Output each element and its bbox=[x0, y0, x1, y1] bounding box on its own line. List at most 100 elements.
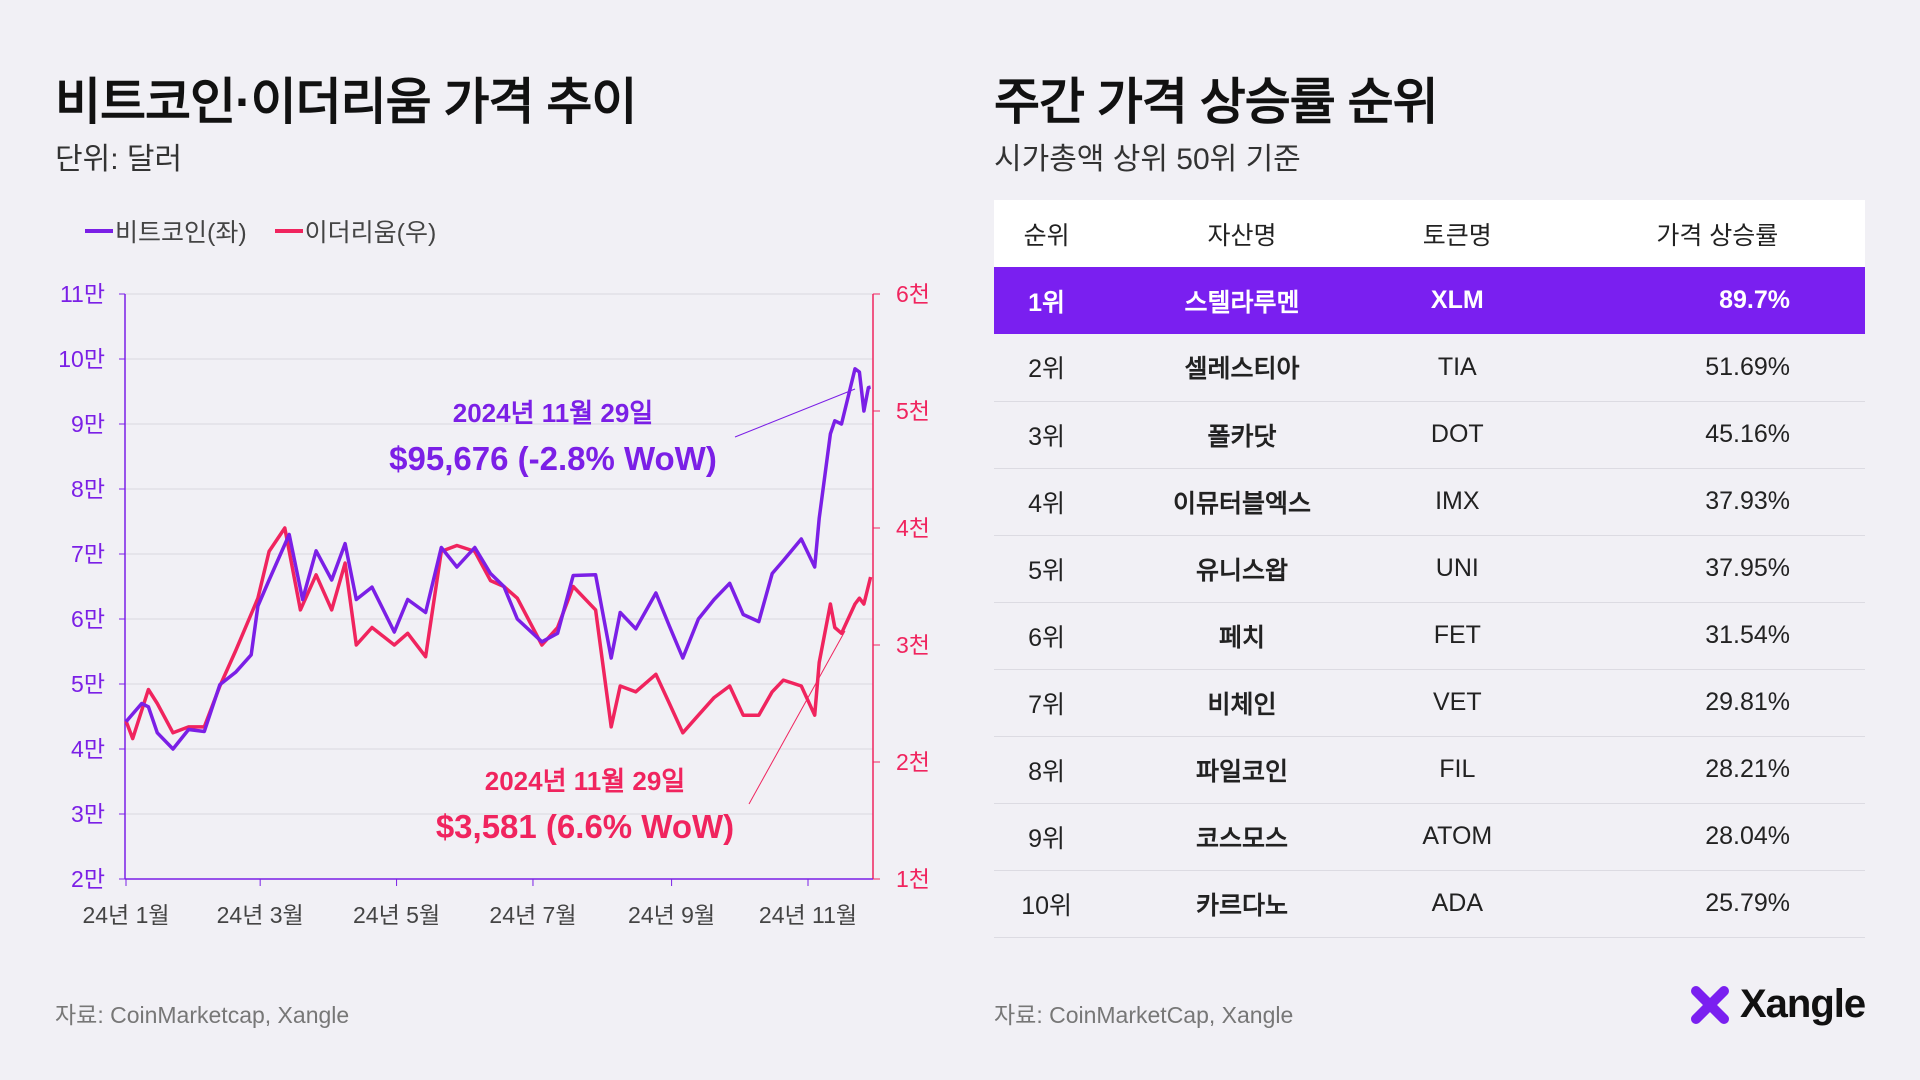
rank-cell: 2위 bbox=[994, 334, 1100, 402]
y-left-tick-label: 5만 bbox=[71, 671, 105, 697]
xangle-logo-icon bbox=[1691, 985, 1729, 1024]
y-right-tick-label: 5천 bbox=[896, 398, 930, 424]
annotation-date: 2024년 11월 29일 bbox=[453, 398, 653, 428]
token-cell: TIA bbox=[1384, 334, 1530, 402]
token-cell: ATOM bbox=[1384, 803, 1530, 871]
left-source: 자료: CoinMarketcap, Xangle bbox=[55, 1002, 350, 1028]
y-right-tick-label: 6천 bbox=[896, 281, 930, 307]
y-left-tick-label: 7만 bbox=[71, 541, 105, 567]
x-tick-label: 24년 3월 bbox=[217, 902, 304, 928]
rank-cell: 8위 bbox=[994, 736, 1100, 804]
price-chart: 2만 3만 4만 5만 6만 7만 8만 9만 10만 11만 1천 2천 3천 4천 5천 6천 24년 1월… bbox=[58, 281, 930, 928]
left-title: 비트코인·이더리움 가격 추이 bbox=[55, 74, 637, 130]
token-cell: FIL bbox=[1384, 736, 1530, 804]
change-cell: 28.21% bbox=[1529, 736, 1865, 804]
rank-cell: 5위 bbox=[994, 535, 1100, 603]
token-cell: IMX bbox=[1384, 468, 1530, 536]
annotation-leader-line bbox=[734, 388, 856, 438]
y-left-tick-label: 3만 bbox=[71, 801, 105, 827]
annotation-value: $95,676 (-2.8% WoW) bbox=[389, 440, 717, 477]
rank-cell: 4위 bbox=[994, 468, 1100, 536]
legend-item-eth: 이더리움(우) bbox=[274, 213, 437, 249]
legend-label-btc: 비트코인(좌) bbox=[115, 219, 247, 247]
y-left-tick-label: 4만 bbox=[71, 736, 105, 762]
rank-cell: 3위 bbox=[994, 401, 1100, 469]
x-tick-label: 24년 11월 bbox=[759, 902, 857, 928]
y-right-tick-label: 4천 bbox=[896, 515, 930, 541]
xangle-logo-text: Xangle bbox=[1740, 982, 1866, 1026]
table-row: 2위 셀레스티아 TIA 51.69% bbox=[994, 334, 1865, 402]
right-source: 자료: CoinMarketCap, Xangle bbox=[994, 1002, 1294, 1028]
rank-cell: 7위 bbox=[994, 669, 1100, 737]
y-left-tick-label: 8만 bbox=[71, 476, 105, 502]
asset-cell: 스텔라루멘 bbox=[1099, 267, 1385, 334]
table-row: 9위 코스모스 ATOM 28.04% bbox=[994, 803, 1865, 871]
legend-item-btc: 비트코인(좌) bbox=[85, 213, 247, 249]
asset-cell: 셀레스티아 bbox=[1099, 334, 1385, 402]
table-row: 6위 페치 FET 31.54% bbox=[994, 602, 1865, 670]
table-header: 순위 자산명 토큰명 가격 상승률 bbox=[994, 200, 1865, 267]
change-cell: 37.95% bbox=[1529, 535, 1865, 603]
right-title: 주간 가격 상승률 순위 bbox=[994, 74, 1439, 130]
asset-cell: 이뮤터블엑스 bbox=[1099, 468, 1385, 536]
y-right-tick-label: 2천 bbox=[896, 749, 930, 775]
y-left-tick-label: 6만 bbox=[71, 606, 105, 632]
col-rank: 순위 bbox=[994, 200, 1100, 267]
token-cell: FET bbox=[1384, 602, 1530, 670]
xangle-logo: Xangle bbox=[1690, 982, 1866, 1027]
change-cell: 51.69% bbox=[1529, 334, 1865, 402]
rank-cell: 6위 bbox=[994, 602, 1100, 670]
y-right-tick-label: 1천 bbox=[896, 866, 930, 892]
table-row: 4위 이뮤터블엑스 IMX 37.93% bbox=[994, 468, 1865, 536]
table-row: 10위 카르다노 ADA 25.79% bbox=[994, 870, 1865, 938]
right-subtitle: 시가총액 상위 50위 기준 bbox=[994, 143, 1301, 176]
chart-legend: 비트코인(좌) 이더리움(우) bbox=[85, 213, 436, 249]
col-token: 토큰명 bbox=[1384, 200, 1530, 267]
legend-label-eth: 이더리움(우) bbox=[304, 219, 437, 247]
change-cell: 25.79% bbox=[1529, 870, 1865, 938]
asset-cell: 카르다노 bbox=[1099, 870, 1385, 938]
x-tick-label: 24년 5월 bbox=[353, 902, 440, 928]
token-cell: XLM bbox=[1384, 267, 1530, 334]
rank-cell: 10위 bbox=[994, 870, 1100, 938]
change-cell: 37.93% bbox=[1529, 468, 1865, 536]
legend-swatch-eth bbox=[274, 229, 303, 233]
table-row: 1위 스텔라루멘 XLM 89.7% bbox=[994, 267, 1865, 334]
left-subtitle: 단위: 달러 bbox=[55, 143, 183, 176]
token-cell: UNI bbox=[1384, 535, 1530, 603]
y-left-tick-label: 11만 bbox=[60, 281, 105, 307]
change-cell: 31.54% bbox=[1529, 602, 1865, 670]
token-cell: DOT bbox=[1384, 401, 1530, 469]
y-left-tick-label: 9만 bbox=[71, 411, 105, 437]
asset-cell: 코스모스 bbox=[1099, 803, 1385, 871]
change-cell: 29.81% bbox=[1529, 669, 1865, 737]
table-row: 3위 폴카닷 DOT 45.16% bbox=[994, 401, 1865, 469]
annotation-leader-line bbox=[748, 630, 846, 805]
table-row: 8위 파일코인 FIL 28.21% bbox=[994, 736, 1865, 804]
ranking-table: 순위 자산명 토큰명 가격 상승률 1위 스텔라루멘 XLM 89.7% 2위 셀레스티아… bbox=[994, 200, 1865, 938]
legend-swatch-btc bbox=[85, 229, 113, 233]
asset-cell: 파일코인 bbox=[1099, 736, 1385, 804]
change-cell: 89.7% bbox=[1529, 267, 1865, 334]
y-left-tick-label: 10만 bbox=[58, 346, 105, 372]
x-tick-label: 24년 7월 bbox=[489, 902, 576, 928]
x-tick-label: 24년 1월 bbox=[82, 902, 169, 928]
series-line-btc bbox=[124, 367, 871, 751]
token-cell: ADA bbox=[1384, 870, 1530, 938]
asset-cell: 페치 bbox=[1099, 602, 1385, 670]
y-left-tick-label: 2만 bbox=[71, 866, 105, 892]
col-asset: 자산명 bbox=[1099, 200, 1385, 267]
x-tick-label: 24년 9월 bbox=[628, 902, 715, 928]
asset-cell: 비체인 bbox=[1099, 669, 1385, 737]
asset-cell: 유니스왑 bbox=[1099, 535, 1385, 603]
change-cell: 28.04% bbox=[1529, 803, 1865, 871]
asset-cell: 폴카닷 bbox=[1099, 401, 1385, 469]
annotation-value: $3,581 (6.6% WoW) bbox=[436, 808, 734, 845]
annotation-date: 2024년 11월 29일 bbox=[485, 766, 685, 796]
y-right-tick-label: 3천 bbox=[896, 632, 930, 658]
table-row: 7위 비체인 VET 29.81% bbox=[994, 669, 1865, 737]
token-cell: VET bbox=[1384, 669, 1530, 737]
col-change: 가격 상승률 bbox=[1529, 200, 1865, 267]
change-cell: 45.16% bbox=[1529, 401, 1865, 469]
rank-cell: 9위 bbox=[994, 803, 1100, 871]
